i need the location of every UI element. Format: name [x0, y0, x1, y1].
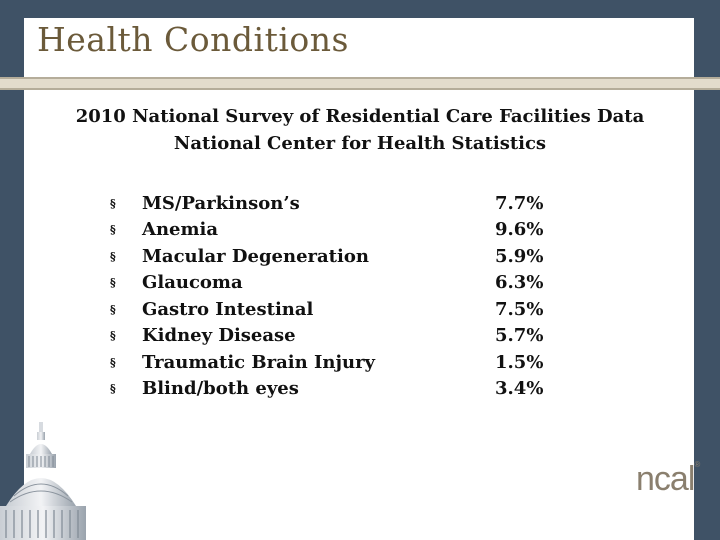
bullet-icon: §	[110, 249, 116, 263]
condition-label: Glaucoma	[142, 272, 243, 294]
list-item: § Gastro Intestinal 7.5%	[110, 296, 570, 323]
condition-label: MS/Parkinson’s	[142, 192, 300, 214]
title-divider	[0, 77, 720, 90]
slide-subtitle: 2010 National Survey of Residential Care…	[0, 103, 720, 157]
list-item: § Blind/both eyes 3.4%	[110, 376, 570, 403]
condition-value: 7.7%	[495, 192, 544, 214]
conditions-list: § MS/Parkinson’s 7.7% § Anemia 9.6% § Macular…	[110, 190, 570, 402]
condition-value: 5.9%	[495, 245, 544, 267]
condition-value: 1.5%	[495, 351, 544, 373]
subtitle-line-1: 2010 National Survey of Residential Care…	[75, 106, 645, 127]
logo-text: ncal	[636, 460, 695, 498]
slide-title: Health Conditions	[37, 20, 349, 59]
slide-panel	[24, 18, 694, 540]
condition-label: Gastro Intestinal	[142, 298, 314, 320]
bullet-icon: §	[110, 276, 116, 290]
bullet-icon: §	[110, 302, 116, 316]
list-item: § Traumatic Brain Injury 1.5%	[110, 349, 570, 376]
condition-value: 7.5%	[495, 298, 544, 320]
bullet-icon: §	[110, 382, 116, 396]
condition-label: Traumatic Brain Injury	[142, 351, 376, 373]
condition-value: 9.6%	[495, 219, 544, 241]
condition-value: 3.4%	[495, 378, 544, 400]
list-item: § Anemia 9.6%	[110, 217, 570, 244]
registered-mark: ®	[694, 460, 700, 469]
condition-label: Macular Degeneration	[142, 245, 369, 267]
bullet-icon: §	[110, 329, 116, 343]
condition-label: Anemia	[142, 219, 219, 241]
bullet-icon: §	[110, 196, 116, 210]
bullet-icon: §	[110, 355, 116, 369]
bullet-icon: §	[110, 223, 116, 237]
list-item: § MS/Parkinson’s 7.7%	[110, 190, 570, 217]
condition-value: 6.3%	[495, 272, 544, 294]
capitol-dome-icon	[0, 422, 86, 540]
condition-value: 5.7%	[495, 325, 544, 347]
ncal-logo: ncal®	[636, 460, 700, 499]
subtitle-line-2: National Center for Health Statistics	[173, 133, 547, 154]
list-item: § Glaucoma 6.3%	[110, 270, 570, 297]
condition-label: Blind/both eyes	[142, 378, 299, 400]
list-item: § Kidney Disease 5.7%	[110, 323, 570, 350]
condition-label: Kidney Disease	[142, 325, 296, 347]
list-item: § Macular Degeneration 5.9%	[110, 243, 570, 270]
